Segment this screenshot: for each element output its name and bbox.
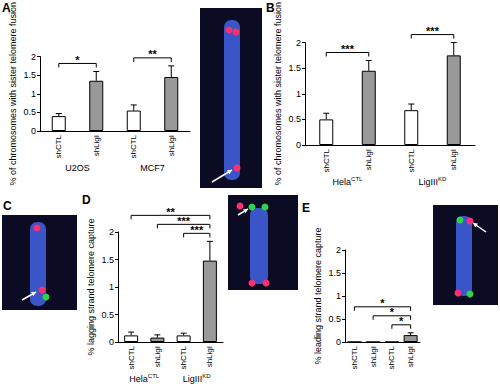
svg-text:***: *** bbox=[190, 224, 204, 236]
svg-text:1: 1 bbox=[296, 89, 301, 99]
svg-text:shLigI: shLigI bbox=[449, 149, 458, 170]
svg-text:Hela: Hela bbox=[129, 374, 148, 384]
svg-text:shLigI: shLigI bbox=[364, 149, 373, 170]
svg-text:LigIII: LigIII bbox=[419, 177, 439, 187]
svg-text:1: 1 bbox=[109, 282, 114, 292]
svg-text:0.5: 0.5 bbox=[328, 314, 341, 324]
svg-text:**: ** bbox=[166, 206, 175, 218]
svg-text:% lagging strand telomere capt: % lagging strand telomere capture bbox=[86, 218, 96, 355]
svg-text:A: A bbox=[2, 1, 11, 15]
svg-text:shLigI: shLigI bbox=[153, 346, 162, 367]
svg-text:% leading strand telomere capt: % leading strand telomere capture bbox=[313, 227, 323, 364]
svg-text:Hela: Hela bbox=[333, 177, 352, 187]
svg-text:shCTL: shCTL bbox=[350, 345, 359, 369]
svg-text:U2OS: U2OS bbox=[65, 163, 90, 173]
svg-text:CTL: CTL bbox=[351, 176, 363, 182]
svg-text:0: 0 bbox=[336, 337, 341, 347]
svg-text:shCTL: shCTL bbox=[322, 148, 331, 172]
svg-text:shCTL: shCTL bbox=[387, 345, 396, 369]
svg-text:0: 0 bbox=[31, 126, 36, 136]
svg-text:0: 0 bbox=[296, 140, 301, 150]
svg-text:KD: KD bbox=[438, 176, 447, 182]
svg-text:*: * bbox=[390, 306, 395, 318]
svg-text:0.5: 0.5 bbox=[101, 310, 114, 320]
svg-text:D: D bbox=[82, 193, 91, 207]
svg-text:1.5: 1.5 bbox=[101, 255, 114, 265]
svg-text:shCTL: shCTL bbox=[129, 134, 138, 158]
svg-text:1.5: 1.5 bbox=[328, 268, 341, 278]
svg-text:shLigI: shLigI bbox=[406, 346, 415, 367]
svg-text:% of chromosomes with sister t: % of chromosomes with sister telomere fu… bbox=[273, 2, 283, 186]
svg-text:1.5: 1.5 bbox=[288, 63, 301, 73]
svg-text:shLigI: shLigI bbox=[369, 346, 378, 367]
svg-text:***: *** bbox=[341, 43, 355, 55]
svg-text:*: * bbox=[75, 54, 80, 66]
svg-text:0: 0 bbox=[109, 337, 114, 347]
svg-text:2: 2 bbox=[31, 52, 36, 62]
svg-text:*: * bbox=[380, 297, 385, 309]
svg-text:shCTL: shCTL bbox=[407, 148, 416, 172]
svg-text:B: B bbox=[266, 1, 275, 15]
svg-text:1.5: 1.5 bbox=[23, 70, 36, 80]
svg-text:**: ** bbox=[148, 48, 157, 60]
svg-text:***: *** bbox=[426, 25, 440, 37]
svg-text:1: 1 bbox=[336, 291, 341, 301]
svg-text:2: 2 bbox=[109, 227, 114, 237]
svg-text:% of chromosomes with sister t: % of chromosomes with sister telomere fu… bbox=[8, 2, 18, 186]
svg-text:***: *** bbox=[177, 215, 191, 227]
svg-text:shCTL: shCTL bbox=[179, 345, 188, 369]
svg-text:2: 2 bbox=[296, 38, 301, 48]
svg-text:1: 1 bbox=[31, 89, 36, 99]
svg-text:LigIII: LigIII bbox=[183, 374, 203, 384]
svg-text:CTL: CTL bbox=[148, 373, 160, 379]
svg-text:shLigI: shLigI bbox=[205, 346, 214, 367]
svg-text:shLigI: shLigI bbox=[167, 135, 176, 156]
svg-text:shLigI: shLigI bbox=[92, 135, 101, 156]
svg-text:E: E bbox=[302, 201, 310, 215]
svg-text:KD: KD bbox=[202, 373, 211, 379]
svg-text:2: 2 bbox=[336, 245, 341, 255]
svg-text:MCF7: MCF7 bbox=[140, 163, 165, 173]
svg-text:C: C bbox=[3, 199, 12, 213]
svg-text:0.5: 0.5 bbox=[23, 107, 36, 117]
svg-text:*: * bbox=[399, 315, 404, 327]
svg-text:shCTL: shCTL bbox=[54, 134, 63, 158]
svg-text:0.5: 0.5 bbox=[288, 114, 301, 124]
svg-text:shCTL: shCTL bbox=[127, 345, 136, 369]
